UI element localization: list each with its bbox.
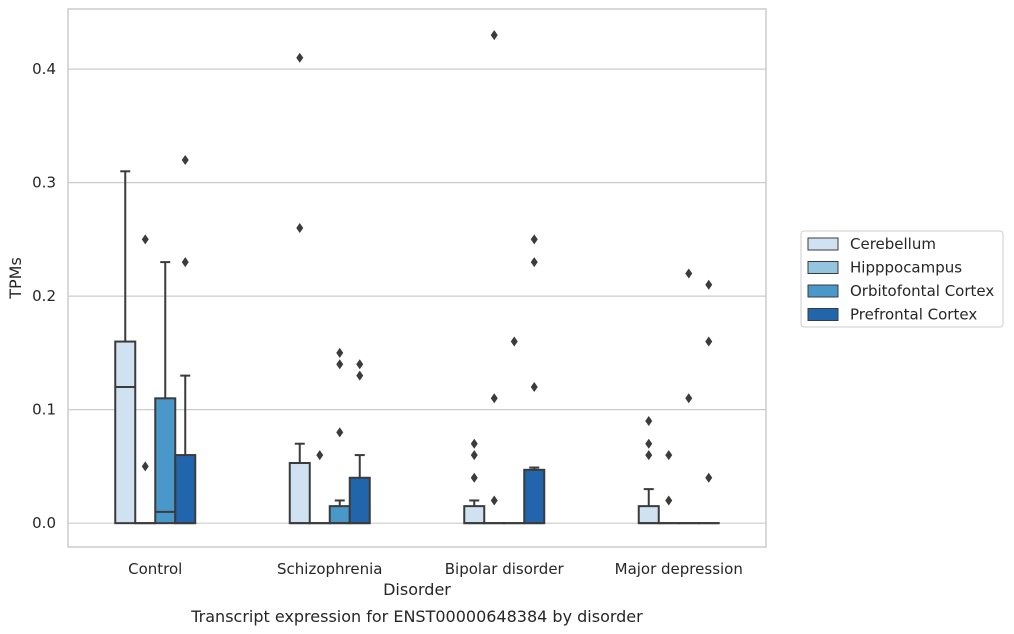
outlier-point (316, 450, 324, 461)
box-3-0 (174, 154, 197, 525)
legend-label: Cerebellum (850, 235, 936, 253)
legend-label: Hipppocampus (850, 259, 962, 277)
y-axis-ticks: 0.0 0.1 0.2 0.3 0.4 (32, 60, 56, 532)
outlier-point (510, 336, 518, 347)
y-tick-label: 0.3 (32, 174, 56, 192)
box-1-1 (308, 450, 331, 525)
outlier-point (181, 257, 189, 268)
box-body (154, 397, 177, 525)
y-tick-label: 0.1 (32, 401, 56, 419)
box-series (114, 30, 720, 525)
outlier-point (645, 416, 653, 427)
outlier-point (645, 438, 653, 449)
outlier-point (665, 450, 673, 461)
box-0-1 (288, 52, 311, 525)
outlier-point (530, 234, 538, 245)
outlier-point (470, 450, 478, 461)
box-3-3 (697, 279, 720, 525)
outlier-point (336, 427, 344, 438)
legend-swatch (807, 237, 839, 251)
chart-caption: Transcript expression for ENST0000064838… (190, 607, 643, 626)
legend-swatch (807, 261, 839, 274)
outlier-point (141, 461, 149, 472)
outlier-point (530, 381, 538, 392)
legend-label: Orbitofontal Cortex (850, 282, 994, 300)
outlier-point (356, 359, 364, 370)
x-axis-ticks: Control Schizophrenia Bipolar disorder Majo… (128, 560, 743, 578)
box-2-3 (677, 268, 700, 525)
outlier-point (685, 393, 693, 404)
y-tick-label: 0.2 (32, 287, 56, 305)
legend: Cerebellum Hipppocampus Orbitofontal Corte… (800, 230, 1004, 328)
box-0-3 (637, 416, 660, 525)
outlier-point (296, 223, 304, 234)
outlier-point (141, 234, 149, 245)
outlier-point (356, 370, 364, 381)
outlier-point (181, 154, 189, 165)
outlier-point (685, 268, 693, 279)
outlier-point (470, 472, 478, 483)
y-tick-label: 0.4 (32, 60, 56, 78)
x-tick-label: Major depression (615, 560, 743, 578)
outlier-point (665, 495, 673, 506)
outlier-point (490, 393, 498, 404)
box-body (463, 505, 486, 525)
box-3-2 (523, 234, 546, 525)
x-axis-title: Disorder (383, 580, 451, 599)
outlier-point (490, 30, 498, 41)
box-1-3 (657, 450, 680, 525)
outlier-point (705, 472, 713, 483)
legend-label: Prefrontal Cortex (850, 306, 977, 324)
box-2-0 (154, 261, 177, 525)
box-body (348, 476, 371, 525)
box-body (523, 468, 546, 525)
box-body (174, 454, 197, 525)
x-tick-label: Bipolar disorder (445, 560, 565, 578)
plot-area-frame (67, 8, 767, 548)
box-1-2 (483, 30, 506, 525)
outlier-point (645, 450, 653, 461)
legend-frame (800, 230, 1004, 328)
legend-swatch (807, 284, 839, 298)
box-0-0 (114, 170, 137, 525)
box-body (328, 505, 351, 525)
outlier-point (296, 52, 304, 63)
box-3-1 (348, 359, 371, 525)
box-2-1 (328, 347, 351, 525)
y-tick-label: 0.0 (32, 514, 56, 532)
x-tick-label: Control (128, 560, 182, 578)
box-0-2 (463, 438, 486, 525)
box-body (114, 340, 137, 525)
outlier-point (336, 359, 344, 370)
legend-swatch (807, 308, 839, 321)
y-axis-title: TPMs (6, 257, 25, 300)
box-body (637, 505, 660, 525)
outlier-point (490, 495, 498, 506)
outlier-point (336, 347, 344, 358)
outlier-point (530, 257, 538, 268)
outlier-point (705, 279, 713, 290)
x-tick-label: Schizophrenia (277, 560, 382, 578)
box-body (288, 462, 311, 525)
box-2-2 (503, 336, 526, 525)
outlier-point (705, 336, 713, 347)
outlier-point (470, 438, 478, 449)
box-1-0 (134, 234, 157, 525)
